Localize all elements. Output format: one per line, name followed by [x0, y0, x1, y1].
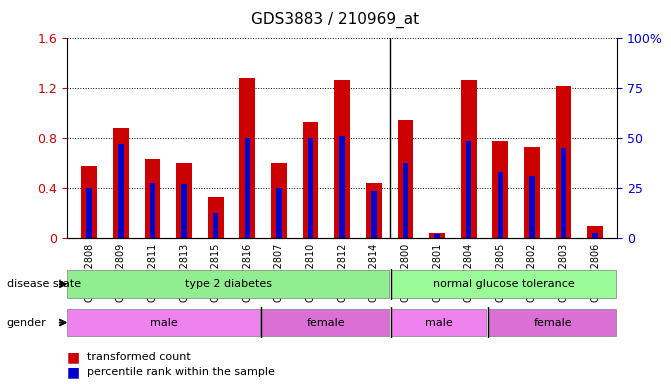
Bar	[208, 197, 223, 238]
Bar	[81, 166, 97, 238]
Bar	[434, 234, 440, 238]
Bar	[587, 226, 603, 238]
Text: ■: ■	[67, 366, 81, 379]
Bar	[244, 138, 250, 238]
Bar	[366, 183, 382, 238]
Bar	[240, 78, 255, 238]
Text: male: male	[150, 318, 178, 328]
Bar	[371, 190, 376, 238]
Bar	[429, 233, 445, 238]
Bar	[334, 79, 350, 238]
FancyBboxPatch shape	[391, 309, 486, 336]
Text: gender: gender	[7, 318, 46, 328]
Text: disease state: disease state	[7, 279, 81, 289]
FancyBboxPatch shape	[67, 309, 260, 336]
Text: female: female	[307, 318, 346, 328]
Bar	[308, 138, 313, 238]
FancyBboxPatch shape	[67, 270, 389, 298]
Bar	[144, 159, 160, 238]
Text: normal glucose tolerance: normal glucose tolerance	[433, 279, 575, 289]
FancyBboxPatch shape	[261, 309, 389, 336]
Text: GDS3883 / 210969_at: GDS3883 / 210969_at	[252, 12, 419, 28]
Bar	[87, 188, 92, 238]
Bar	[524, 147, 540, 238]
Bar	[561, 148, 566, 238]
Bar	[556, 86, 572, 238]
Bar	[118, 144, 123, 238]
Bar	[397, 119, 413, 238]
Bar	[276, 188, 282, 238]
FancyBboxPatch shape	[488, 309, 616, 336]
Text: female: female	[533, 318, 572, 328]
Bar	[498, 172, 503, 238]
FancyBboxPatch shape	[391, 270, 616, 298]
Bar	[176, 163, 192, 238]
Bar	[493, 141, 508, 238]
Bar	[592, 233, 598, 238]
Text: transformed count: transformed count	[87, 352, 191, 362]
Bar	[213, 213, 219, 238]
Text: male: male	[425, 318, 453, 328]
Text: ■: ■	[67, 350, 81, 364]
Bar	[113, 128, 129, 238]
Bar	[150, 183, 155, 238]
Bar	[181, 184, 187, 238]
Bar	[466, 141, 472, 238]
Bar	[461, 79, 476, 238]
Text: percentile rank within the sample: percentile rank within the sample	[87, 367, 275, 377]
Bar	[303, 122, 319, 238]
Bar	[529, 176, 535, 238]
Bar	[340, 136, 345, 238]
Text: type 2 diabetes: type 2 diabetes	[185, 279, 272, 289]
Bar	[403, 163, 408, 238]
Bar	[271, 163, 287, 238]
